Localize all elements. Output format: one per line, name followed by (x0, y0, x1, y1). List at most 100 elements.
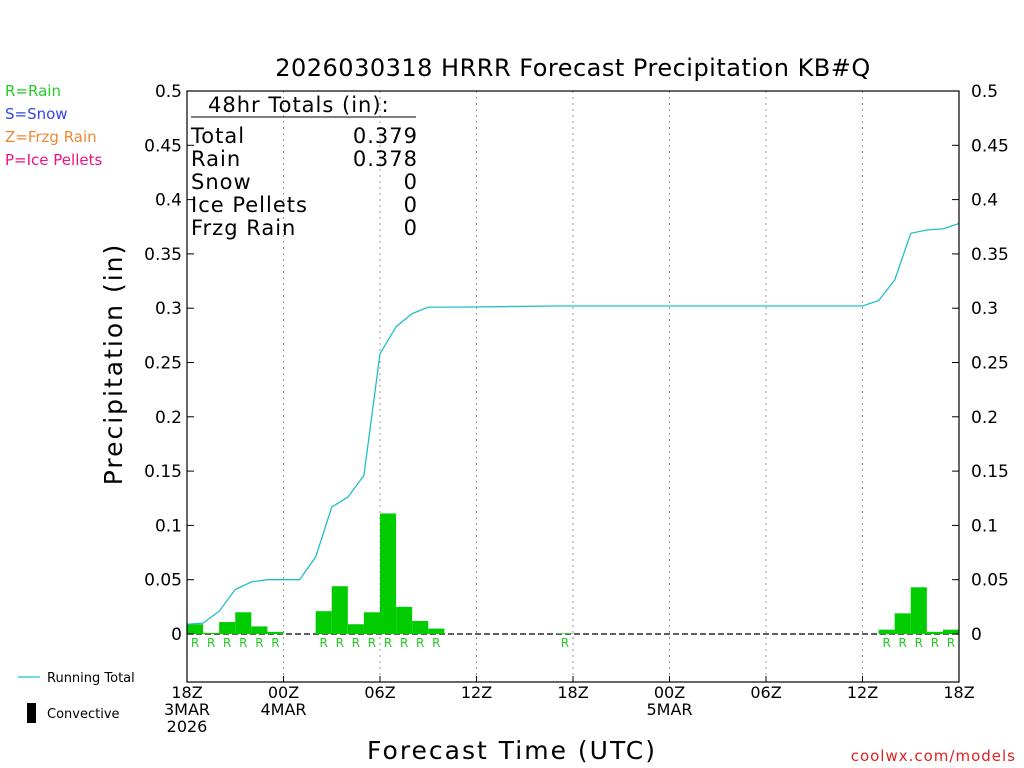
x-tick-label: 00Z (654, 683, 685, 702)
x-tick-label: 00Z (268, 683, 299, 702)
y-tick-label-left: 0.4 (155, 191, 182, 211)
x-tick-label: 12Z (847, 683, 878, 702)
precip-bar (315, 611, 332, 634)
x-tick-label: 06Z (364, 683, 395, 702)
ptype-label: R (239, 636, 247, 650)
precip-bar (910, 587, 927, 634)
totals-row-value: 0 (404, 170, 418, 194)
x-tick-label: 5MAR (646, 700, 692, 719)
x-tick-label: 2026 (167, 717, 208, 736)
convective-legend-label: Convective (47, 707, 120, 722)
y-tick-label-left: 0.05 (144, 571, 182, 591)
ptype-label: R (352, 636, 360, 650)
ptype-legend: R=Rain S=Snow Z=Frzg Rain P=Ice Pellets (5, 82, 102, 169)
ptype-label: R (561, 636, 569, 650)
x-tick-label: 18Z (557, 683, 588, 702)
y-axis-ticks: 0 00.05 0.050.1 0.10.15 0.150.2 0.20.25 0.250.… (144, 82, 1009, 645)
precip-bar (412, 620, 429, 634)
y-tick-label-left: 0.25 (144, 354, 182, 374)
precip-bar (347, 624, 364, 634)
totals-row-label: Rain (191, 147, 241, 171)
precip-bar (380, 513, 397, 634)
precip-bar (187, 624, 204, 634)
ptype-label: R (320, 636, 328, 650)
y-tick-label-left: 0 (171, 625, 182, 645)
ptype-label: R (400, 636, 408, 650)
totals-row-value: 0 (404, 193, 418, 217)
running-total-series (186, 222, 960, 634)
credit-label: coolwx.com/models (851, 747, 1016, 765)
totals-row-label: Snow (191, 170, 252, 194)
y-tick-label-right: 0.25 (971, 354, 1009, 374)
ptype-label: R (416, 636, 424, 650)
precip-bar (428, 628, 445, 634)
ptype-label: R (207, 636, 215, 650)
x-tick-label: 06Z (750, 683, 781, 702)
precip-bar (556, 633, 573, 634)
precip-bar (331, 586, 348, 634)
x-tick-label: 12Z (461, 683, 492, 702)
totals-header: 48hr Totals (in): (208, 93, 390, 117)
y-tick-label-right: 0.3 (971, 299, 998, 319)
ptype-legend-item: P=Ice Pellets (5, 151, 102, 169)
totals-row-value: 0.379 (353, 124, 418, 148)
totals-row-value: 0 (404, 216, 418, 240)
precip-bar (926, 631, 943, 634)
y-tick-label-left: 0.3 (155, 299, 182, 319)
running-total-line (186, 222, 960, 634)
ptype-label: R (882, 636, 890, 650)
totals-box: 48hr Totals (in): Total 0.379 Rain 0.378 Snow… (190, 93, 418, 240)
precip-bar (878, 629, 895, 634)
convective-legend-swatch (27, 703, 36, 723)
ptype-label: R (899, 636, 907, 650)
y-tick-label-right: 0.5 (971, 82, 998, 102)
precip-bar (363, 612, 380, 634)
y-tick-label-right: 0.2 (971, 408, 998, 428)
totals-row-value: 0.378 (353, 147, 418, 171)
y-tick-label-right: 0.1 (971, 516, 998, 536)
y-tick-label-left: 0.15 (144, 462, 182, 482)
y-tick-label-right: 0.45 (971, 136, 1009, 156)
ptype-label: R (368, 636, 376, 650)
precip-bar (396, 606, 413, 634)
precip-bar (942, 629, 959, 634)
precip-bar (219, 622, 236, 634)
grid-lines (187, 91, 959, 682)
ptype-label: R (384, 636, 392, 650)
y-tick-label-right: 0.05 (971, 571, 1009, 591)
ptype-label: R (223, 636, 231, 650)
series-legend: Running Total Convective (18, 671, 135, 723)
bar-series (187, 513, 959, 634)
y-tick-label-right: 0.35 (971, 245, 1009, 265)
ptype-legend-item: S=Snow (5, 105, 68, 123)
y-tick-label-left: 0.5 (155, 82, 182, 102)
y-tick-label-left: 0.2 (155, 408, 182, 428)
precip-bar (267, 631, 284, 634)
ptype-label: R (336, 636, 344, 650)
y-tick-label-left: 0.35 (144, 245, 182, 265)
totals-row-label: Total (190, 124, 245, 148)
ptype-label: R (432, 636, 440, 650)
totals-row-label: Ice Pellets (191, 193, 308, 217)
ptype-label: R (271, 636, 279, 650)
precip-bar (251, 626, 268, 634)
chart-title: 2026030318 HRRR Forecast Precipitation K… (275, 54, 871, 82)
running-total-legend-label: Running Total (47, 671, 135, 686)
ptype-label: R (255, 636, 263, 650)
ptype-label: R (915, 636, 923, 650)
ptype-label: R (947, 636, 955, 650)
y-tick-label-right: 0 (971, 625, 982, 645)
y-tick-label-left: 0.45 (144, 136, 182, 156)
y-tick-label-right: 0.15 (971, 462, 1009, 482)
x-tick-label: 18Z (943, 683, 974, 702)
ptype-label: R (931, 636, 939, 650)
precip-bar (235, 612, 252, 634)
ptype-legend-item: Z=Frzg Rain (5, 128, 97, 146)
x-tick-label: 3MAR (164, 700, 210, 719)
precip-bar (203, 632, 220, 634)
x-tick-label: 18Z (171, 683, 202, 702)
totals-row-label: Frzg Rain (191, 216, 296, 240)
